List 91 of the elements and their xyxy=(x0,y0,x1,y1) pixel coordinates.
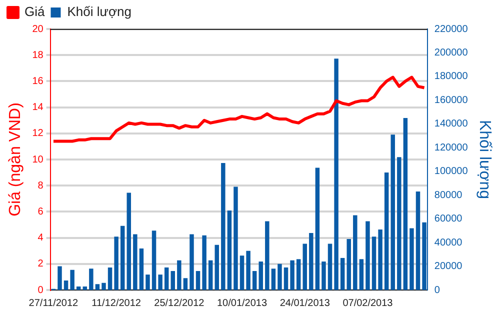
y2-tick-label: 40000 xyxy=(434,237,463,248)
y-axis-title: Giá (ngàn VND) xyxy=(7,102,24,216)
y2-tick-label: 20000 xyxy=(434,261,463,272)
bar xyxy=(196,271,200,290)
bar xyxy=(328,244,332,290)
bar xyxy=(158,274,162,290)
y2-tick-label: 0 xyxy=(434,284,440,296)
bar xyxy=(353,215,358,290)
bar xyxy=(309,233,314,290)
bar xyxy=(227,210,232,290)
y2-tick-label: 220000 xyxy=(434,24,468,35)
bar xyxy=(202,235,206,290)
y-tick-label: 12 xyxy=(32,128,44,140)
y-tick-label: 10 xyxy=(32,154,44,166)
bar xyxy=(359,259,364,290)
y-tick-label: 2 xyxy=(38,258,44,270)
y-tick-label: 16 xyxy=(32,76,44,87)
y-tick-label: 4 xyxy=(38,232,44,244)
bar xyxy=(390,134,395,290)
bar xyxy=(334,58,338,290)
y2-tick-label: 160000 xyxy=(434,94,468,106)
bar xyxy=(76,286,81,290)
bar xyxy=(190,234,194,290)
y-tick-label: 6 xyxy=(38,206,44,218)
y-tick-label: 14 xyxy=(32,102,44,114)
bar xyxy=(403,118,408,290)
bar xyxy=(240,256,244,290)
bar xyxy=(290,260,294,290)
bar xyxy=(340,258,345,290)
bar xyxy=(139,248,144,290)
y2-tick-label: 180000 xyxy=(434,71,468,82)
bar xyxy=(315,168,320,290)
bar xyxy=(70,270,74,290)
bar xyxy=(384,172,389,290)
bar xyxy=(416,192,420,290)
bar xyxy=(322,262,326,290)
x-tick-label: 07/02/2013 xyxy=(342,298,394,309)
y2-tick-label: 100000 xyxy=(434,166,468,178)
bar xyxy=(284,267,288,290)
bar xyxy=(296,259,301,290)
bar xyxy=(58,266,62,290)
y-tick-label: 18 xyxy=(32,50,44,61)
bar xyxy=(271,268,276,290)
y2-tick-label: 200000 xyxy=(434,47,468,58)
y2-tick-label: 120000 xyxy=(434,142,468,154)
y-tick-label: 0 xyxy=(38,284,44,296)
x-tick-label: 24/01/2013 xyxy=(280,298,330,309)
bar xyxy=(64,280,68,290)
bar xyxy=(114,236,118,290)
bar xyxy=(366,221,370,290)
bar xyxy=(164,267,169,290)
bar xyxy=(214,244,219,290)
bar xyxy=(278,264,282,290)
bar xyxy=(102,282,106,290)
bar xyxy=(183,278,188,290)
bar xyxy=(95,284,100,290)
legend-label: Giá xyxy=(24,4,46,20)
bar xyxy=(82,286,88,290)
y2-tick-label: 140000 xyxy=(434,118,468,130)
bar xyxy=(146,274,150,290)
bar xyxy=(120,226,125,290)
bar xyxy=(252,271,257,290)
x-tick-label: 10/01/2013 xyxy=(216,298,268,309)
bar xyxy=(246,250,250,290)
y2-tick-label: 60000 xyxy=(434,214,463,225)
bar xyxy=(234,186,238,290)
bar xyxy=(89,268,94,290)
bar xyxy=(152,230,156,290)
bar xyxy=(346,238,351,290)
bar xyxy=(372,236,376,290)
bar xyxy=(258,262,263,290)
bar xyxy=(133,234,138,290)
y2-tick-label: 80000 xyxy=(434,190,463,201)
bar xyxy=(265,221,270,290)
bar xyxy=(177,260,182,290)
bar xyxy=(126,192,132,290)
x-tick-label: 11/12/2012 xyxy=(92,298,142,309)
bar xyxy=(302,244,307,290)
bar xyxy=(108,267,112,290)
y-tick-label: 20 xyxy=(32,24,44,35)
legend-label: Khối lượng xyxy=(67,4,132,20)
x-tick-label: 25/12/2012 xyxy=(154,298,205,309)
bar xyxy=(221,163,226,290)
y-tick-label: 8 xyxy=(38,180,44,192)
bar xyxy=(208,260,213,290)
bar xyxy=(410,228,414,290)
bar xyxy=(170,271,176,290)
bar xyxy=(378,229,382,290)
x-tick-label: 27/11/2012 xyxy=(28,298,79,309)
y2-axis-title: Khối lượng xyxy=(476,120,493,200)
bar xyxy=(397,157,402,290)
